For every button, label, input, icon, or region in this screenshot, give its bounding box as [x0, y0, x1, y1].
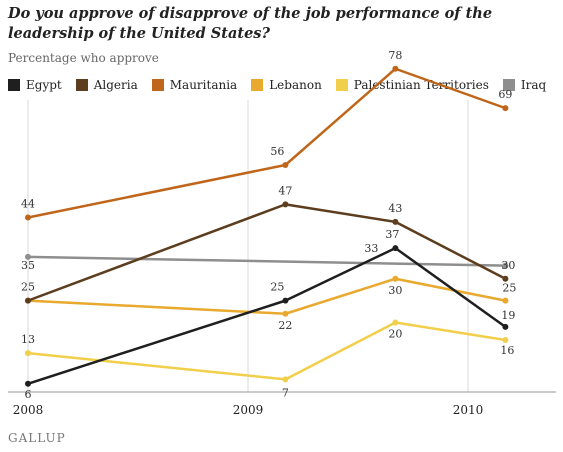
data-label-lebanon: 25	[502, 282, 516, 295]
data-label-algeria: 30	[501, 259, 515, 272]
legend-item-algeria: Algeria	[75, 78, 138, 92]
legend-label: Algeria	[93, 78, 138, 92]
data-label-lebanon: 30	[388, 284, 402, 297]
data-label-egypt: 19	[501, 309, 515, 322]
series-line-algeria	[27, 203, 506, 302]
data-point-palestinian-territories	[502, 337, 509, 343]
data-point-mauritania	[282, 162, 289, 168]
data-label-mauritania: 56	[270, 145, 284, 158]
data-label-palestinian-territories: 13	[21, 333, 35, 346]
data-label-iraq: 33	[364, 242, 378, 255]
series-line-mauritania	[27, 67, 506, 219]
data-label-palestinian-territories: 16	[500, 344, 514, 357]
x-tick-label-2009: 2009	[233, 403, 264, 417]
chart-legend: Egypt Algeria Mauritania Lebanon Palestinian…	[8, 76, 560, 94]
series-line-palestinian-territories	[27, 321, 506, 381]
chart-subtitle: Percentage who approve	[8, 51, 159, 65]
data-label-egypt: 37	[385, 228, 399, 241]
data-label-algeria: 25	[21, 281, 35, 294]
legend-swatch	[151, 79, 164, 91]
data-point-algeria	[282, 201, 289, 208]
series-line-egypt	[27, 246, 507, 385]
data-label-egypt: 25	[270, 281, 284, 294]
legend-label: Palestinian Territories	[353, 78, 489, 92]
data-point-algeria	[25, 297, 31, 304]
data-point-mauritania	[25, 214, 31, 221]
data-point-egypt	[25, 380, 31, 387]
legend-item-egypt: Egypt	[8, 78, 62, 92]
data-label-mauritania: 44	[21, 198, 35, 211]
data-point-palestinian-territories	[25, 350, 31, 357]
x-tick-label-2008: 2008	[13, 403, 44, 417]
data-label-lebanon: 22	[278, 319, 292, 332]
data-point-egypt	[502, 323, 509, 330]
data-label-palestinian-territories: 7	[282, 386, 289, 399]
data-point-iraq	[25, 253, 31, 260]
legend-label: Mauritania	[169, 78, 238, 92]
data-point-palestinian-territories	[392, 319, 399, 326]
data-label-mauritania: 78	[388, 49, 402, 62]
data-point-mauritania	[502, 105, 509, 112]
data-point-lebanon	[282, 310, 289, 317]
data-point-lebanon	[502, 297, 509, 304]
x-tick-label-2010: 2010	[453, 403, 484, 417]
series-line-lebanon	[27, 277, 506, 315]
data-label-egypt: 6	[25, 388, 32, 401]
legend-label: Lebanon	[269, 78, 322, 92]
legend-item-lebanon: Lebanon	[251, 78, 322, 92]
legend-swatch	[335, 79, 348, 91]
data-point-lebanon	[392, 275, 399, 282]
data-point-palestinian-territories	[282, 376, 289, 383]
legend-label: Iraq	[520, 78, 547, 92]
legend-swatch	[8, 79, 20, 91]
legend-item-iraq: Iraq	[502, 78, 547, 92]
series-line-iraq	[27, 255, 506, 267]
data-label-algeria: 43	[388, 202, 402, 215]
legend-swatch	[75, 79, 88, 91]
legend-item-mauritania: Mauritania	[151, 78, 238, 92]
data-point-mauritania	[392, 65, 399, 72]
legend-item-palestinian-territories: Palestinian Territories	[335, 78, 489, 92]
data-label-algeria: 47	[278, 184, 292, 197]
data-label-mauritania: 69	[498, 88, 512, 101]
data-point-egypt	[282, 297, 289, 304]
legend-swatch	[251, 79, 264, 91]
data-point-algeria	[502, 275, 509, 282]
data-point-iraq	[502, 262, 509, 269]
legend-swatch	[502, 79, 515, 91]
gallup-logo: GALLUP	[8, 431, 66, 445]
data-label-palestinian-territories: 20	[388, 328, 402, 341]
data-label-iraq: 35	[21, 259, 35, 272]
legend-label: Egypt	[26, 78, 62, 92]
chart-title: Do you approve of disapprove of the job …	[8, 5, 493, 42]
data-point-egypt	[392, 245, 399, 252]
data-point-algeria	[392, 218, 399, 225]
